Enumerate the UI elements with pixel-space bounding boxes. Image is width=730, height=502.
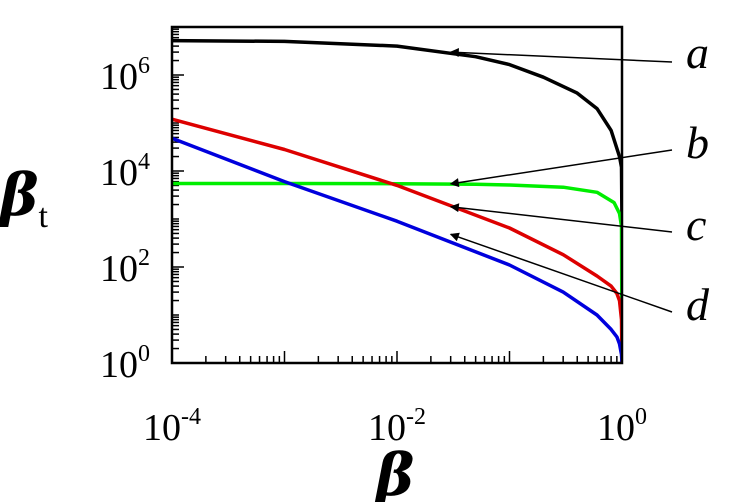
y-tick-label: 106 [100, 53, 150, 98]
series-line-d [172, 136, 622, 363]
annotation-arrow-a [449, 47, 673, 63]
y-axis-label-symbol: β [0, 161, 39, 229]
tick-labels: 10-4 10-2 100 100 102 104 106 [100, 53, 647, 449]
annotation-arrow-c [449, 203, 673, 233]
curve-label-c: c [686, 199, 706, 250]
x-tick-label: 100 [597, 404, 647, 449]
annotation-arrow-b [449, 149, 673, 188]
y-axis-label: βt [0, 161, 49, 235]
y-tick-label: 100 [100, 341, 150, 386]
curve-label-d: d [686, 279, 710, 330]
series-line-a [172, 38, 622, 227]
y-tick-label: 102 [100, 245, 150, 290]
plot-frame [170, 25, 624, 365]
x-tick-label: 10-2 [368, 404, 426, 449]
y-axis-label-subscript: t [39, 198, 49, 235]
series-line-c [172, 117, 622, 363]
annotation-arrow-d [449, 232, 673, 313]
plot-curves [172, 38, 622, 363]
curve-label-b: b [686, 117, 709, 168]
y-tick-label: 104 [100, 149, 150, 194]
x-tick-label: 10-4 [143, 404, 201, 449]
x-axis-label: β [374, 441, 415, 502]
series-line-b [172, 181, 622, 360]
curve-label-a: a [686, 27, 709, 78]
